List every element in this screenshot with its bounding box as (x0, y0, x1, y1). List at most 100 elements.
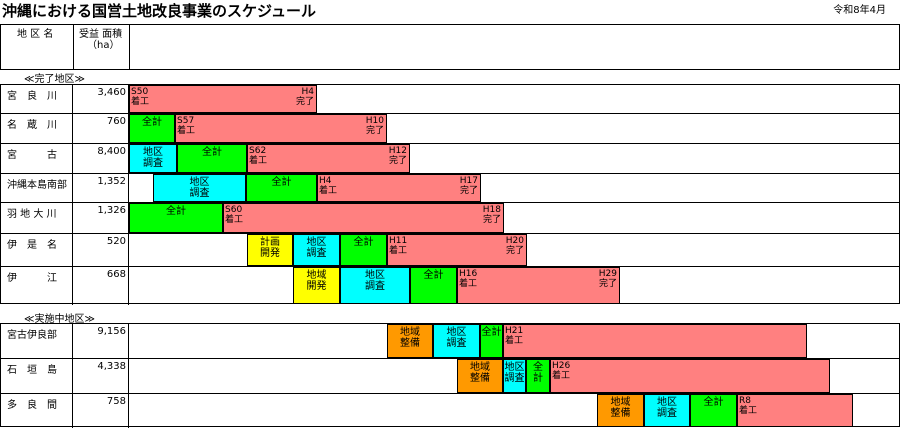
section-label: ≪実施中地区≫ (24, 314, 95, 325)
bar-label: 全計 (353, 237, 374, 248)
district-area: 520 (73, 234, 129, 266)
gantt-bar-区間: H26 着工 (550, 359, 830, 393)
district-name: 羽 地 大 川 (1, 203, 73, 233)
bar-label: 地域 開発 (306, 270, 327, 292)
bar-start-label: H11 着工 (389, 236, 408, 256)
bar-label: 地区 調査 (365, 270, 385, 292)
gantt-bar-全計: 全 計 (526, 359, 550, 393)
district-area: 8,400 (73, 144, 129, 173)
bar-end-label: H20 完了 (505, 236, 524, 256)
table-row: 宮 古 8,400 地区 調査 全計 S62 着工 H12 完了 (1, 144, 899, 174)
bar-label: 全計 (271, 177, 292, 188)
gantt-bar-全計: 全計 (690, 394, 737, 427)
gantt-bar-全計: 全計 (246, 174, 317, 202)
header-area: 受益 面積 (79, 29, 123, 40)
bar-label: 地域 整備 (470, 362, 490, 384)
header-unit: （ha） (87, 40, 120, 51)
bar-end-label: H29 完了 (598, 269, 617, 289)
district-area: 1,352 (73, 174, 129, 202)
table-row: 伊 是 名 520 計画 開発 地区 調査 全計 H11 着工 H20 完了 (1, 234, 899, 267)
bar-start-label: H16 着工 (459, 269, 478, 289)
schedule-table: 宮古伊良部 9,156 地域 整備 地区 調査 全計 H21 着工石 垣 島 4,338 地域… (0, 323, 900, 428)
bar-label: 地区 調査 (306, 237, 327, 259)
district-name: 沖縄本島南部 (1, 174, 73, 202)
date-label: 令和8年4月 (833, 5, 886, 16)
bar-start-label: S62 着工 (249, 146, 268, 166)
bar-start-label: R8 着工 (739, 396, 758, 416)
gantt-bar-全計: 全計 (340, 234, 387, 266)
bar-end-label: H10 完了 (365, 116, 384, 136)
district-area: 1,326 (73, 203, 129, 233)
gantt-bar-地域整備: 地域 整備 (457, 359, 503, 393)
district-area: 4,338 (73, 359, 129, 393)
bar-label: 計画 開発 (260, 237, 280, 259)
district-area: 758 (73, 394, 129, 428)
district-area: 760 (73, 114, 129, 143)
gantt-bar-地区調査: 地区 調査 (129, 144, 177, 173)
schedule-table: 宮 良 川 3,460 S50 着工 H4 完了名 蔵 川 760 全計 S57 着工 H10… (0, 84, 900, 305)
bar-start-label: S60 着工 (225, 205, 244, 225)
bar-label: 全計 (142, 117, 162, 128)
district-area: 9,156 (73, 324, 129, 358)
bar-label: 地域 整備 (400, 327, 420, 349)
district-name: 宮古伊良部 (1, 324, 73, 358)
district-area: 668 (73, 267, 129, 305)
gantt-bar-区間: H16 着工 H29 完了 (457, 267, 620, 304)
gantt-bar-地域整備: 地域 整備 (597, 394, 644, 427)
table-row: 宮古伊良部 9,156 地域 整備 地区 調査 全計 H21 着工 (1, 324, 899, 359)
bar-start-label: H4 着工 (319, 176, 338, 196)
gantt-bar-全計: 全計 (410, 267, 457, 304)
gantt-bar-全計: 全計 (129, 203, 223, 233)
bar-label: 全計 (703, 397, 724, 408)
district-area: 3,460 (73, 85, 129, 113)
table-row: 伊 江 668 地域 開発 地区 調査 全計 H16 着工 H29 完了 (1, 267, 899, 305)
bar-label: 全計 (166, 206, 186, 217)
district-name: 宮 古 (1, 144, 73, 173)
gantt-bar-地区調査: 地区 調査 (503, 359, 526, 393)
gantt-bar-地区調査: 地区 調査 (340, 267, 410, 304)
district-name: 宮 良 川 (1, 85, 73, 113)
bar-label: 全計 (481, 327, 502, 338)
bar-start-label: H21 着工 (505, 326, 524, 346)
bar-end-label: H12 完了 (388, 146, 407, 166)
header-table: 地 区 名 受益 面積 （ha） (0, 24, 900, 70)
bar-label: 地区 調査 (504, 362, 525, 384)
bar-label: 全計 (423, 270, 444, 281)
gantt-bar-地区調査: 地区 調査 (293, 234, 340, 266)
bar-label: 地域 整備 (610, 397, 631, 419)
header-divider (73, 25, 74, 69)
gantt-bar-地域整備: 地域 整備 (387, 324, 433, 358)
gantt-bar-区間: R8 着工 (737, 394, 853, 427)
district-name: 伊 是 名 (1, 234, 73, 266)
header-divider (129, 25, 130, 69)
bar-start-label: S57 着工 (177, 116, 196, 136)
gantt-bar-全計: 全計 (480, 324, 503, 358)
bar-label: 地区 調査 (189, 177, 210, 199)
bar-label: 全計 (202, 147, 222, 158)
table-row: 名 蔵 川 760 全計 S57 着工 H10 完了 (1, 114, 899, 144)
district-name: 伊 江 (1, 267, 73, 305)
gantt-bar-全計: 全計 (129, 114, 175, 143)
section-label: ≪完了地区≫ (24, 74, 85, 85)
gantt-bar-地区調査: 地区 調査 (644, 394, 690, 427)
gantt-bar-地区調査: 地区 調査 (153, 174, 246, 202)
gantt-bar-区間: H21 着工 (503, 324, 807, 358)
bar-end-label: H17 完了 (459, 176, 478, 196)
bar-label: 全 計 (533, 362, 543, 384)
gantt-bar-区間: H11 着工 H20 完了 (387, 234, 527, 266)
bar-start-label: S50 着工 (131, 87, 150, 107)
table-row: 宮 良 川 3,460 S50 着工 H4 完了 (1, 85, 899, 114)
bar-label: 地区 調査 (657, 397, 677, 419)
header-district: 地 区 名 (17, 29, 54, 40)
district-name: 名 蔵 川 (1, 114, 73, 143)
district-name: 多 良 間 (1, 394, 73, 428)
gantt-bar-区間: S50 着工 H4 完了 (129, 85, 317, 113)
gantt-bar-全計: 全計 (177, 144, 247, 173)
gantt-bar-計画開発: 計画 開発 (247, 234, 293, 266)
bar-label: 地区 調査 (446, 327, 467, 349)
district-name: 石 垣 島 (1, 359, 73, 393)
chart-title: 沖縄における国営土地改良事業のスケジュール (2, 2, 316, 20)
bar-label: 地区 調査 (143, 147, 163, 169)
bar-start-label: H26 着工 (552, 361, 571, 381)
bar-end-label: H18 完了 (482, 205, 501, 225)
